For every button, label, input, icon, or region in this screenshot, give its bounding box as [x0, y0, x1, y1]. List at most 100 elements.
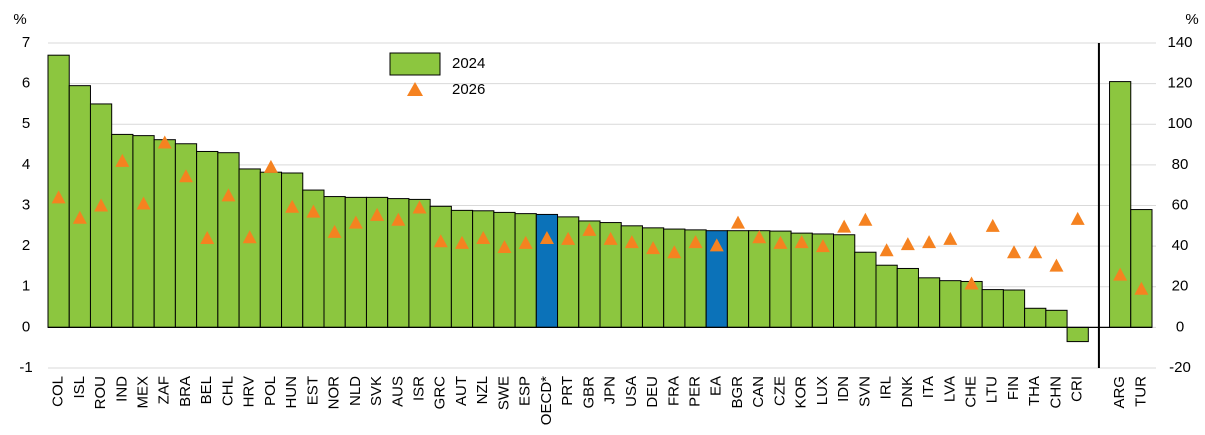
bar — [939, 280, 962, 328]
triangle-marker — [900, 237, 915, 251]
x-tick-label: EST — [304, 376, 321, 405]
x-tick-label: OECD* — [538, 376, 555, 425]
triangle-marker — [688, 235, 703, 249]
x-tick-label: COL — [50, 376, 67, 407]
bar — [578, 220, 601, 328]
triangle-marker — [624, 235, 639, 249]
x-tick-label: CRI — [1069, 376, 1086, 402]
y2-axis-label: % — [1185, 11, 1198, 28]
triangle-marker — [667, 245, 682, 259]
triangle-marker — [1049, 258, 1064, 272]
bar — [408, 198, 431, 328]
legend-swatch — [389, 52, 441, 76]
bar — [917, 277, 941, 328]
x-tick-label: PER — [687, 376, 704, 407]
x-tick-label: ESP — [517, 376, 534, 406]
x-tick-label: CHE — [963, 376, 980, 408]
x-tick-label: LVA — [941, 376, 958, 402]
y-tick-label: 1 — [22, 278, 30, 295]
triangle-marker — [539, 231, 554, 244]
triangle-marker — [200, 231, 215, 244]
triangle-marker — [136, 196, 151, 210]
triangle-marker — [773, 235, 788, 249]
x-tick-label: ISL — [71, 376, 88, 399]
x-tick-label: SVN — [856, 376, 873, 407]
triangle-marker — [370, 207, 385, 221]
triangle-marker — [561, 231, 576, 245]
x-tick-label: NZL — [474, 376, 491, 404]
x-tick-label: MEX — [135, 376, 152, 409]
triangle-marker — [1134, 281, 1149, 295]
bar — [896, 267, 919, 328]
y-tick-label: 2 — [22, 237, 30, 254]
triangle-marker — [306, 204, 321, 218]
x-tick-label: ZAF — [156, 376, 173, 404]
bar — [281, 172, 304, 328]
triangle-marker — [72, 210, 87, 224]
triangle-marker — [731, 215, 745, 229]
bar — [68, 85, 91, 328]
triangle-marker — [51, 190, 66, 204]
triangle-marker — [582, 222, 597, 236]
triangle-marker — [157, 135, 172, 149]
triangle-marker — [497, 239, 512, 253]
y-tick-label: -1 — [19, 359, 32, 376]
bar — [854, 251, 877, 328]
bar — [833, 234, 856, 328]
x-tick-label: BEL — [198, 376, 215, 404]
bar — [217, 152, 240, 328]
y-tick-label: 6 — [22, 75, 30, 92]
x-tick-label: EA — [708, 376, 725, 396]
x-tick-label: ITA — [920, 376, 937, 398]
x-tick-label: FRA — [665, 376, 682, 406]
bar — [875, 264, 898, 328]
x-tick-label: NLD — [347, 376, 364, 406]
triangle-marker — [263, 159, 278, 173]
x-tick-label: KOR — [793, 376, 810, 409]
y2-tick-label: 140 — [1167, 34, 1192, 51]
triangle-marker — [327, 224, 342, 238]
bar — [1066, 326, 1089, 343]
bar — [323, 196, 346, 328]
triangle-marker — [1007, 245, 1021, 259]
x-tick-label: CHL — [219, 376, 236, 406]
x-tick-label: AUT — [453, 376, 470, 406]
y-tick-label: 5 — [22, 115, 30, 132]
triangle-marker — [709, 238, 724, 252]
y2-tick-label: 80 — [1172, 156, 1189, 173]
x-tick-label: AUS — [389, 376, 406, 407]
y-tick-label: 7 — [22, 34, 30, 51]
bar — [1002, 289, 1026, 328]
bar — [89, 103, 113, 328]
x-tick-label: TUR — [1132, 376, 1149, 407]
x-tick-label: GBR — [580, 376, 597, 409]
triangle-marker — [879, 243, 894, 257]
triangle-marker — [1113, 267, 1128, 281]
bar — [1045, 309, 1068, 328]
bar — [981, 289, 1004, 328]
x-tick-label: ROU — [92, 376, 109, 409]
y-tick-label: 0 — [22, 318, 30, 335]
bar — [238, 168, 261, 328]
x-tick-label: LTU — [984, 376, 1001, 403]
triangle-marker — [412, 200, 427, 214]
triangle-marker — [794, 235, 809, 249]
x-tick-label: ISR — [411, 376, 428, 401]
triangle-marker — [115, 153, 130, 167]
x-tick-label: IDN — [835, 376, 852, 402]
bar — [1024, 307, 1047, 328]
triangle-marker — [837, 219, 852, 233]
y2-tick-label: 120 — [1167, 75, 1192, 92]
bar — [663, 228, 686, 328]
bar — [472, 210, 495, 328]
bar — [153, 139, 176, 328]
y2-tick-label: 100 — [1167, 115, 1192, 132]
triangle-marker — [221, 188, 236, 202]
y-axis-label: % — [13, 11, 26, 28]
bar — [132, 135, 155, 328]
y2-tick-label: 20 — [1172, 278, 1189, 295]
y2-tick-label: 60 — [1172, 196, 1189, 213]
x-tick-label: FIN — [1005, 376, 1022, 400]
x-tick-label: NOR — [326, 376, 343, 410]
